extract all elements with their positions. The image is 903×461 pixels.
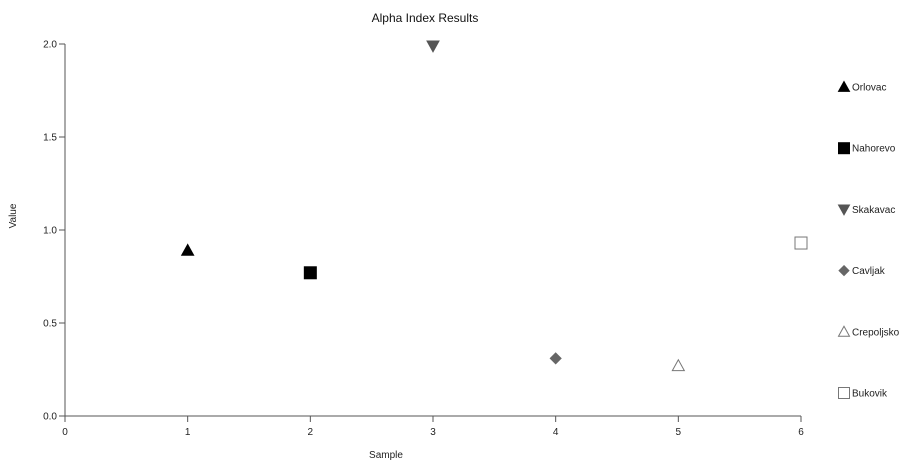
data-point-bukovik: [794, 236, 808, 250]
y-axis-title: Value: [8, 203, 19, 228]
legend: Orlovac Nahorevo Skakavac Cavljak Crepoljsko…: [837, 80, 900, 400]
legend-item-orlovac: Orlovac: [837, 80, 886, 94]
data-points: [180, 40, 808, 372]
axes: 0.0 0.5 1.0 1.5 2.0 0 1 2 3 4 5 6: [43, 40, 804, 439]
legend-label: Skakavac: [852, 205, 895, 216]
data-point-orlovac: [180, 243, 195, 256]
legend-item-crepoljsko: Crepoljsko: [837, 325, 900, 338]
legend-marker: [838, 387, 850, 399]
legend-item-skakavac: Skakavac: [837, 204, 895, 216]
legend-item-cavljak: Cavljak: [838, 264, 886, 277]
data-point-skakavac: [426, 40, 440, 53]
x-tick-label: 6: [798, 427, 804, 438]
legend-marker: [837, 204, 851, 216]
legend-marker: [837, 80, 851, 92]
legend-marker: [837, 325, 851, 337]
y-tick-label: 1.0: [43, 226, 57, 237]
y-tick-label: 0.5: [43, 319, 57, 330]
y-tick-label: 2.0: [43, 40, 57, 51]
legend-label: Bukovik: [852, 389, 888, 400]
legend-label: Crepoljsko: [852, 327, 900, 338]
legend-marker: [838, 142, 850, 155]
legend-label: Cavljak: [852, 266, 886, 277]
data-point-cavljak: [549, 352, 562, 365]
x-tick-label: 4: [553, 427, 559, 438]
y-tick-label: 0.0: [43, 412, 57, 423]
x-tick-label: 2: [308, 427, 314, 438]
data-point-crepoljsko: [671, 358, 686, 372]
x-tick-label: 0: [62, 427, 68, 438]
legend-item-bukovik: Bukovik: [838, 387, 888, 400]
x-tick-label: 1: [185, 427, 191, 438]
legend-label: Orlovac: [852, 83, 886, 94]
x-tick-label: 5: [676, 427, 682, 438]
y-tick-label: 1.5: [43, 133, 57, 144]
x-tick-label: 3: [430, 427, 436, 438]
legend-label: Nahorevo: [852, 144, 896, 155]
chart-title: Alpha Index Results: [372, 11, 479, 25]
legend-marker: [838, 264, 850, 277]
x-axis-title: Sample: [369, 450, 403, 461]
legend-item-nahorevo: Nahorevo: [838, 142, 896, 155]
data-point-nahorevo: [303, 266, 317, 280]
